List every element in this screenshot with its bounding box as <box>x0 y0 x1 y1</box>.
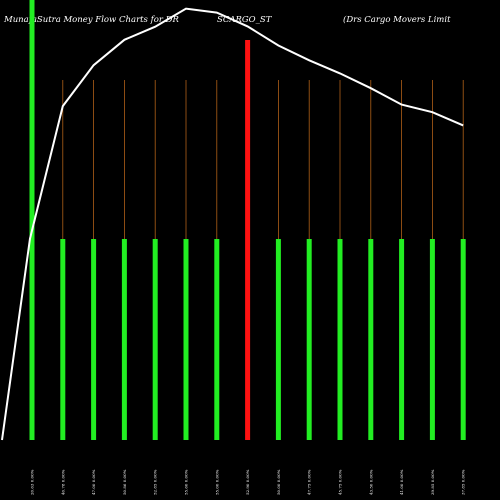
x-tick-label: 50.86 0.00% <box>122 469 127 495</box>
x-tick-label: 50.00 0.00% <box>276 469 281 495</box>
chart-title-left: MunafaSutra Money Flow Charts for DR <box>3 15 179 25</box>
price-line-layer <box>1 7 464 441</box>
money-flow-bar <box>429 239 435 440</box>
money-flow-bar <box>306 239 312 440</box>
x-tick-label: 55.00 0.00% <box>214 469 219 495</box>
money-flow-bar <box>214 239 220 440</box>
money-flow-bar <box>60 239 66 440</box>
chart-title-symbol: SCARGO_ST <box>217 15 273 25</box>
x-tick-label: 45.75 0.00% <box>338 469 343 495</box>
money-flow-bar <box>29 0 35 440</box>
money-flow-bar <box>245 40 251 440</box>
x-tick-label: 47.75 0.00% <box>307 469 312 495</box>
x-tick-label: 41.00 0.00% <box>399 469 404 495</box>
money-flow-bar <box>337 239 343 440</box>
x-tick-label: 52.85 0.00% <box>153 469 158 495</box>
x-tick-labels: 20.63 0.00% 40.78 0.00% 47.00 0.00% 50.86 0… <box>30 469 466 495</box>
money-flow-bar <box>460 239 466 440</box>
x-tick-label: 47.00 0.00% <box>91 469 96 495</box>
x-tick-label: 55.60 0.00% <box>184 469 189 495</box>
chart-title-company: (Drs Cargo Movers Limit <box>343 14 451 25</box>
money-flow-bar <box>368 239 374 440</box>
x-tick-label: 39.85 0.00% <box>430 469 435 495</box>
x-tick-label: 20.63 0.00% <box>30 469 35 495</box>
money-flow-bar <box>152 239 158 440</box>
bars <box>29 0 466 440</box>
x-tick-label: 37.85 0.00% <box>461 469 466 495</box>
money-flow-bar <box>183 239 189 440</box>
money-flow-bar <box>275 239 281 440</box>
money-flow-bar <box>121 239 127 440</box>
money-flow-bar <box>91 239 97 440</box>
price-line <box>1 7 464 441</box>
money-flow-bar <box>399 239 405 440</box>
x-tick-label: 40.78 0.00% <box>60 469 65 495</box>
x-tick-label: 52.90 0.00% <box>245 469 250 495</box>
x-tick-label: 43.50 0.00% <box>368 469 373 495</box>
